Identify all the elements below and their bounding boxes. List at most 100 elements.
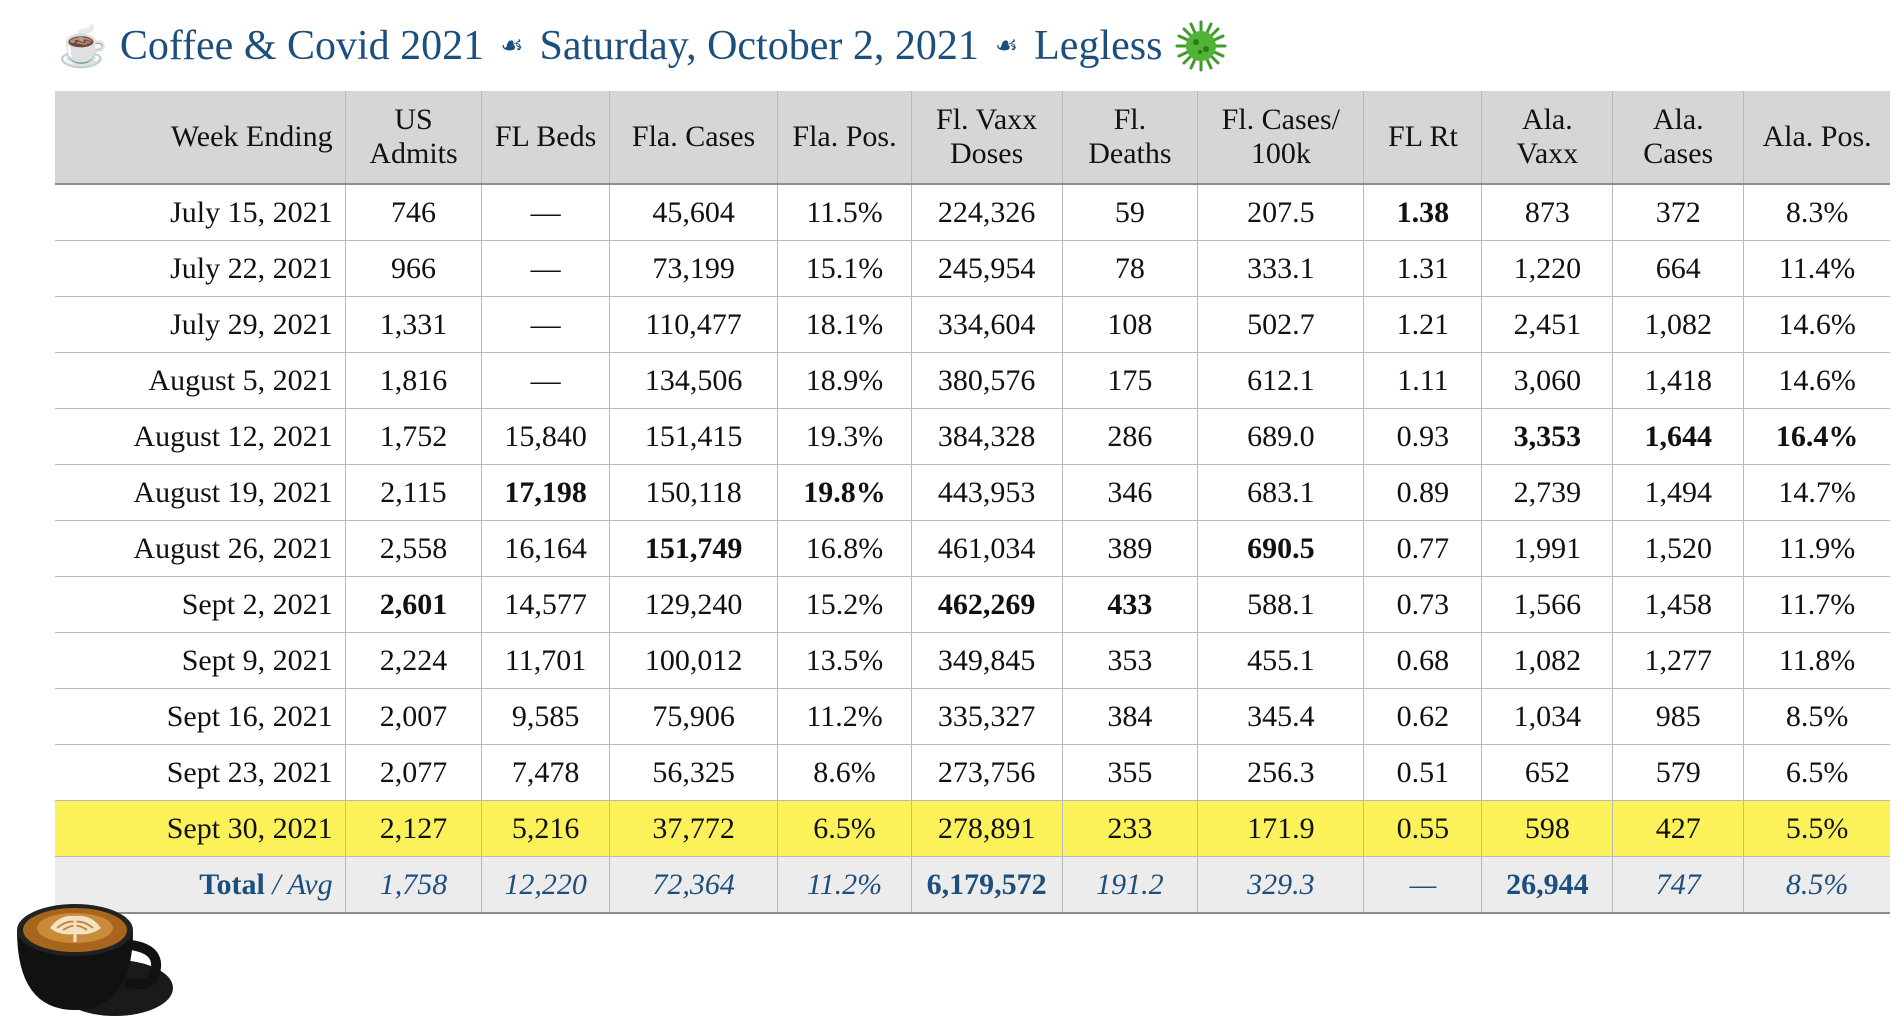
cell-fl-beds: 17,198 bbox=[481, 464, 610, 521]
cell-fl-cases-100k: 588.1 bbox=[1197, 576, 1364, 633]
cell-ala-vaxx: 1,220 bbox=[1481, 240, 1613, 297]
cell-fl-vaxx-doses: 461,034 bbox=[910, 520, 1063, 577]
cell-week-ending: July 29, 2021 bbox=[55, 296, 346, 353]
cell-us-admits: 1,816 bbox=[344, 352, 482, 409]
cell-fla-pos: 6.5% bbox=[777, 800, 912, 857]
cell-week-ending: Sept 16, 2021 bbox=[55, 688, 346, 745]
cell-fl-rt: 0.93 bbox=[1363, 408, 1482, 465]
cell-fl-rt: 0.89 bbox=[1363, 464, 1482, 521]
cell-fl-rt: 0.55 bbox=[1363, 800, 1482, 857]
cell-week-ending: August 19, 2021 bbox=[55, 464, 346, 521]
total-cell-fl-deaths: 191.2 bbox=[1061, 856, 1198, 914]
cell-ala-pos: 8.3% bbox=[1743, 184, 1890, 241]
cell-fl-beds: 15,840 bbox=[481, 408, 610, 465]
cell-fl-cases-100k: 256.3 bbox=[1197, 744, 1364, 801]
fleuron-icon: ☙ bbox=[994, 31, 1019, 60]
cell-us-admits: 1,752 bbox=[344, 408, 482, 465]
cell-fl-vaxx-doses: 245,954 bbox=[910, 240, 1063, 297]
cell-fla-pos: 18.1% bbox=[777, 296, 912, 353]
data-table: Week Ending US Admits FL Beds Fla. Cases Fla… bbox=[55, 91, 1890, 914]
total-label: Total / Avg bbox=[55, 856, 346, 914]
cell-us-admits: 2,115 bbox=[344, 464, 482, 521]
cell-ala-cases: 372 bbox=[1612, 184, 1744, 241]
cell-fl-vaxx-doses: 334,604 bbox=[910, 296, 1063, 353]
cell-fla-cases: 150,118 bbox=[608, 464, 778, 521]
cell-ala-cases: 1,277 bbox=[1612, 632, 1744, 689]
cell-fl-cases-100k: 207.5 bbox=[1197, 184, 1364, 241]
cell-fl-beds: — bbox=[481, 352, 610, 409]
cell-fl-rt: 0.51 bbox=[1363, 744, 1482, 801]
cell-ala-cases: 579 bbox=[1612, 744, 1744, 801]
data-table-container: Week Ending US Admits FL Beds Fla. Cases Fla… bbox=[55, 91, 1890, 914]
cell-fla-cases: 151,749 bbox=[608, 520, 778, 577]
total-cell-ala-pos: 8.5% bbox=[1743, 856, 1890, 914]
cell-ala-pos: 6.5% bbox=[1743, 744, 1890, 801]
title-part-1: Coffee & Covid 2021 bbox=[119, 23, 485, 69]
cell-fla-pos: 11.2% bbox=[777, 688, 912, 745]
cell-ala-vaxx: 598 bbox=[1481, 800, 1613, 857]
cell-week-ending: July 22, 2021 bbox=[55, 240, 346, 297]
total-label-italic: / Avg bbox=[264, 867, 333, 901]
cell-us-admits: 2,077 bbox=[344, 744, 482, 801]
cell-fl-vaxx-doses: 384,328 bbox=[910, 408, 1063, 465]
cell-fla-pos: 13.5% bbox=[777, 632, 912, 689]
cell-fl-beds: — bbox=[481, 184, 610, 241]
table-row: Sept 2, 2021 2,601 14,577 129,240 15.2% 462,2… bbox=[55, 576, 1890, 633]
cell-fl-cases-100k: 345.4 bbox=[1197, 688, 1364, 745]
cell-fl-cases-100k: 683.1 bbox=[1197, 464, 1364, 521]
cell-fl-rt: 1.11 bbox=[1363, 352, 1482, 409]
cell-fla-pos: 15.1% bbox=[777, 240, 912, 297]
column-header-fla-pos: Fla. Pos. bbox=[777, 91, 912, 185]
cell-ala-vaxx: 1,034 bbox=[1481, 688, 1613, 745]
cell-ala-vaxx: 652 bbox=[1481, 744, 1613, 801]
cell-us-admits: 966 bbox=[344, 240, 482, 297]
cell-fla-pos: 16.8% bbox=[777, 520, 912, 577]
total-cell-ala-cases: 747 bbox=[1612, 856, 1744, 914]
cell-ala-cases: 1,644 bbox=[1612, 408, 1744, 465]
total-cell-fl-beds: 12,220 bbox=[481, 856, 610, 914]
latte-art-cup-icon bbox=[17, 904, 173, 1016]
cell-fl-deaths: 384 bbox=[1061, 688, 1198, 745]
fleuron-icon: ☙ bbox=[500, 31, 524, 60]
column-header-fl-rt: FL Rt bbox=[1363, 91, 1482, 185]
cell-ala-cases: 664 bbox=[1612, 240, 1744, 297]
cell-fl-beds: 16,164 bbox=[481, 520, 610, 577]
cell-fl-rt: 1.38 bbox=[1363, 184, 1482, 241]
cell-ala-pos: 11.8% bbox=[1743, 632, 1890, 689]
cell-ala-pos: 14.6% bbox=[1743, 352, 1890, 409]
cell-fla-cases: 134,506 bbox=[608, 352, 778, 409]
cell-fl-rt: 1.31 bbox=[1363, 240, 1482, 297]
cell-week-ending: July 15, 2021 bbox=[55, 184, 346, 241]
cell-fl-cases-100k: 502.7 bbox=[1197, 296, 1364, 353]
cell-fl-cases-100k: 455.1 bbox=[1197, 632, 1364, 689]
cell-fl-deaths: 59 bbox=[1061, 184, 1198, 241]
cell-week-ending: August 12, 2021 bbox=[55, 408, 346, 465]
cell-ala-pos: 11.7% bbox=[1743, 576, 1890, 633]
total-cell-fla-cases: 72,364 bbox=[608, 856, 778, 914]
column-header-ala-cases: Ala. Cases bbox=[1612, 91, 1744, 185]
cell-ala-pos: 8.5% bbox=[1743, 688, 1890, 745]
cell-fl-vaxx-doses: 273,756 bbox=[910, 744, 1063, 801]
cell-fla-pos: 15.2% bbox=[777, 576, 912, 633]
cell-fla-pos: 11.5% bbox=[777, 184, 912, 241]
cell-fla-cases: 129,240 bbox=[608, 576, 778, 633]
virus-icon bbox=[1175, 20, 1227, 72]
table-header-row: Week Ending US Admits FL Beds Fla. Cases Fla… bbox=[55, 91, 1890, 185]
cell-fla-pos: 18.9% bbox=[777, 352, 912, 409]
cell-fl-deaths: 353 bbox=[1061, 632, 1198, 689]
table-row: Sept 16, 2021 2,007 9,585 75,906 11.2% 335,32… bbox=[55, 688, 1890, 745]
cell-us-admits: 2,127 bbox=[344, 800, 482, 857]
column-header-fl-vaxx-doses: Fl. Vaxx Doses bbox=[910, 91, 1063, 185]
column-header-us-admits: US Admits bbox=[344, 91, 482, 185]
column-header-ala-vaxx: Ala. Vaxx bbox=[1481, 91, 1613, 185]
cell-fl-deaths: 346 bbox=[1061, 464, 1198, 521]
cell-fla-pos: 19.3% bbox=[777, 408, 912, 465]
cell-ala-pos: 14.6% bbox=[1743, 296, 1890, 353]
cell-fl-deaths: 108 bbox=[1061, 296, 1198, 353]
table-body: July 15, 2021 746—45,604 11.5% 224,326 59 207… bbox=[55, 184, 1890, 914]
cell-fl-deaths: 389 bbox=[1061, 520, 1198, 577]
cell-fl-deaths: 78 bbox=[1061, 240, 1198, 297]
cell-fla-cases: 100,012 bbox=[608, 632, 778, 689]
total-cell-fl-rt: — bbox=[1363, 856, 1482, 914]
cell-fla-cases: 151,415 bbox=[608, 408, 778, 465]
